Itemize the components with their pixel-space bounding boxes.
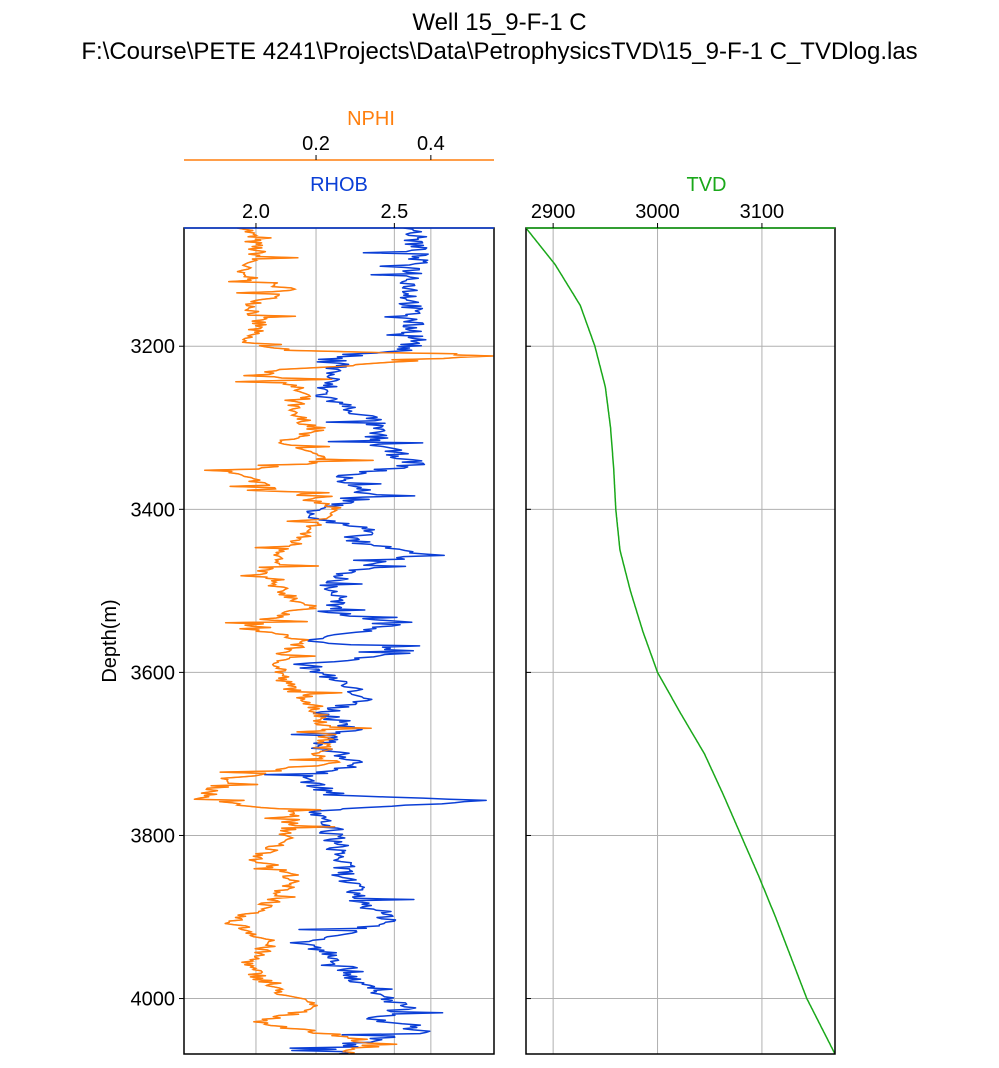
right-track-frame — [525, 227, 836, 1055]
rhob-curve — [263, 228, 487, 1054]
rhob-tick-label-0: 2.0 — [242, 201, 270, 223]
rhob-tick-label-1: 2.5 — [380, 201, 408, 223]
log-curves — [193, 228, 835, 1054]
depth-tick-label-1: 3400 — [131, 499, 176, 521]
depth-axis-label: Depth(m) — [99, 599, 121, 682]
grid-lines — [184, 228, 835, 1054]
nphi-axis-title: NPHI — [347, 108, 395, 130]
tvd-tick-label-2: 3100 — [740, 201, 785, 223]
nphi-tick-label-0: 0.2 — [302, 133, 330, 155]
tvd-curve — [526, 228, 835, 1054]
tvd-tick-label-1: 3000 — [635, 201, 680, 223]
depth-tick-label-3: 3800 — [131, 825, 176, 847]
rhob-axis-title: RHOB — [310, 174, 368, 196]
nphi-curve-overlay — [194, 228, 493, 1054]
nphi-tick-label-1: 0.4 — [417, 133, 445, 155]
axis-labels: 3200 3400 3600 3800 4000 Depth(m) 2.0 2.5 RHOB 0.… — [99, 108, 784, 1011]
chart-file-path: F:\Course\PETE 4241\Projects\Data\Petrop… — [81, 38, 918, 65]
depth-tick-label-4: 4000 — [131, 989, 176, 1011]
track-frames — [183, 159, 836, 1055]
depth-tick-label-2: 3600 — [131, 662, 176, 684]
tvd-tick-label-0: 2900 — [531, 201, 576, 223]
chart-title: Well 15_9-F-1 C — [412, 9, 587, 36]
depth-tick-label-0: 3200 — [131, 336, 176, 358]
tvd-axis-title: TVD — [687, 174, 727, 196]
